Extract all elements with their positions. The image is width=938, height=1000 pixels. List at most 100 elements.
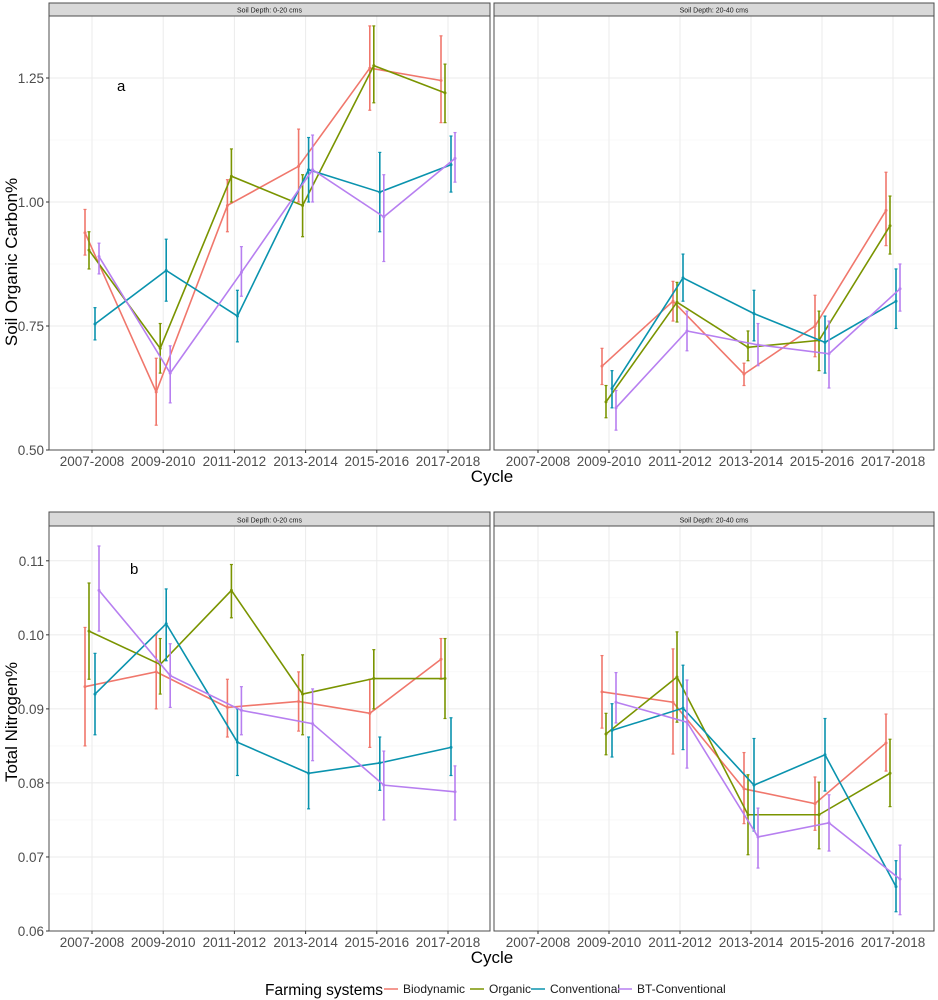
legend-item-organic: Organic: [470, 982, 531, 996]
data-point: [746, 345, 750, 349]
x-tick-label: 2017-2018: [416, 454, 481, 469]
series-conventional: [610, 253, 898, 409]
y-tick-label: 0.06: [18, 924, 44, 939]
facet-strip: [493, 511, 935, 527]
y-tick-label: 0.50: [18, 443, 44, 458]
data-point: [742, 787, 746, 791]
data-point: [368, 711, 372, 715]
data-point: [229, 174, 233, 178]
x-tick-label: 2011-2012: [648, 935, 712, 950]
legend-label-conventional: Conventional: [550, 982, 620, 996]
data-point: [301, 203, 305, 207]
facet-strip-label: Soil Depth: 0-20 cms: [237, 8, 302, 15]
data-point: [827, 352, 831, 356]
data-point: [382, 783, 386, 787]
panel-background: [49, 526, 490, 931]
data-point: [813, 324, 817, 328]
x-tick-label: 2007-2008: [60, 454, 125, 469]
y-tick-label: 0.75: [18, 319, 44, 334]
data-point: [97, 255, 101, 259]
facet-strip-label: Soil Depth: 20-40 cms: [680, 8, 749, 15]
series-conventional: [610, 664, 898, 913]
x-tick-label: 2011-2012: [203, 454, 267, 469]
data-point: [884, 208, 888, 212]
data-point: [239, 270, 243, 274]
data-point: [449, 745, 453, 749]
series-organic: [87, 563, 447, 736]
data-point: [382, 215, 386, 219]
panel-background: [494, 16, 934, 450]
series-bt-conventional: [97, 545, 457, 821]
data-point: [898, 877, 902, 881]
data-point: [884, 741, 888, 745]
y-tick-label: 1.00: [18, 195, 44, 210]
series-line-organic: [88, 64, 446, 350]
data-point: [888, 224, 892, 228]
data-point: [83, 231, 87, 235]
data-point: [154, 390, 158, 394]
legend-title: Farming systems: [265, 982, 383, 999]
x-tick-label: 2015-2016: [790, 935, 855, 950]
legend-item-bt-conventional: BT-Conventional: [618, 982, 726, 996]
series-line-bt-conventional: [98, 589, 456, 793]
data-point: [164, 622, 168, 626]
data-point: [297, 699, 301, 703]
data-point: [93, 322, 97, 326]
panel-1: Soil Depth: 0-20 cms 0.50 0.75 1.00 1.25 2007…: [18, 2, 491, 469]
data-point: [372, 64, 376, 68]
panel-2: Soil Depth: 20-40 cms 2007-2008 2009-2010 2…: [493, 2, 935, 469]
y-axis-title-soc: Soil Organic Carbon%: [2, 178, 21, 346]
facet-strip-label: Soil Depth: 20-40 cms: [680, 518, 749, 525]
legend-item-conventional: Conventional: [531, 982, 620, 996]
series-line-biodynamic: [84, 67, 442, 395]
data-point: [600, 364, 604, 368]
x-tick-label: 2013-2014: [273, 935, 338, 950]
data-point: [439, 78, 443, 82]
data-point: [756, 343, 760, 347]
x-tick-label: 2009-2010: [577, 935, 642, 950]
series-line-conventional: [94, 622, 452, 775]
panel-4: Soil Depth: 20-40 cms 2007-2008 2009-2010 2…: [493, 511, 935, 950]
data-point: [752, 312, 756, 316]
data-point: [610, 728, 614, 732]
series-line-bt-conventional: [98, 157, 456, 375]
series-biodynamic: [600, 171, 888, 387]
x-tick-label: 2009-2010: [131, 454, 196, 469]
series-organic: [604, 631, 892, 856]
data-point: [453, 790, 457, 794]
data-point: [681, 706, 685, 710]
data-point: [83, 685, 87, 689]
data-point: [97, 588, 101, 592]
data-point: [307, 771, 311, 775]
legend-label-organic: Organic: [489, 982, 531, 996]
data-point: [225, 705, 229, 709]
legend-label-biodynamic: Biodynamic: [403, 982, 465, 996]
data-point: [600, 690, 604, 694]
series-line-organic: [88, 589, 445, 695]
data-point: [898, 287, 902, 291]
x-axis-title-bottom: Cycle: [471, 948, 514, 967]
data-point: [813, 802, 817, 806]
series-bt-conventional: [614, 263, 902, 431]
data-point: [604, 732, 608, 736]
x-tick-label: 2013-2014: [273, 454, 338, 469]
panel-tag-a: a: [117, 78, 126, 95]
x-tick-label: 2017-2018: [861, 454, 926, 469]
data-point: [301, 692, 305, 696]
data-point: [675, 300, 679, 304]
y-axis-title-tn: Total Nitrogen%: [2, 662, 21, 782]
x-tick-label: 2009-2010: [577, 454, 642, 469]
data-point: [439, 657, 443, 661]
data-point: [453, 156, 457, 160]
data-point: [614, 700, 618, 704]
x-tick-label: 2013-2014: [719, 935, 784, 950]
data-point: [239, 708, 243, 712]
x-tick-label: 2007-2008: [506, 935, 571, 950]
legend-label-bt-conventional: BT-Conventional: [637, 982, 726, 996]
data-point: [168, 371, 172, 375]
series-bt-conventional: [97, 131, 457, 404]
data-point: [449, 163, 453, 167]
data-point: [164, 268, 168, 272]
data-point: [87, 248, 91, 252]
series-biodynamic: [83, 25, 443, 426]
